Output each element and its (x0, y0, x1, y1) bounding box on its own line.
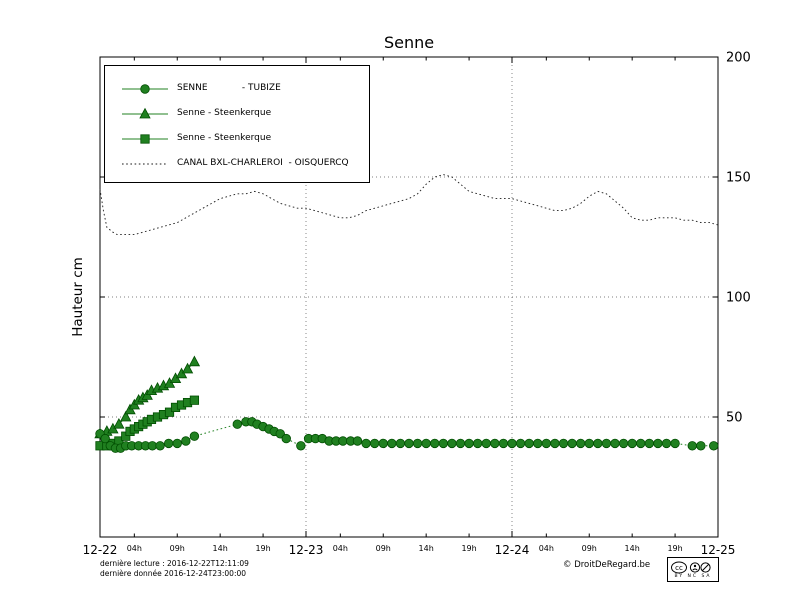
svg-text:19h: 19h (667, 544, 682, 553)
svg-text:04h: 04h (333, 544, 348, 553)
legend-item-steenkerque-2: Senne - Steenkerque (105, 125, 369, 150)
svg-text:12-25: 12-25 (701, 543, 736, 557)
y-axis-label: Hauteur cm (70, 257, 86, 337)
svg-text:150: 150 (726, 171, 751, 186)
legend-marker-square-icon (120, 131, 170, 145)
legend-marker-line-icon (120, 156, 170, 170)
footer-info: dernière lecture : 2016-12-22T12:11:09 d… (100, 559, 249, 579)
cc-license-text: BY NC SA (674, 573, 712, 579)
last-reading-text: dernière lecture : 2016-12-22T12:11:09 (100, 559, 249, 568)
svg-text:14h: 14h (625, 544, 640, 553)
legend-label: SENNE - TUBIZE (177, 82, 281, 93)
svg-text:09h: 09h (582, 544, 597, 553)
svg-text:12-22: 12-22 (83, 543, 118, 557)
cc-license-badge[interactable]: cc BY NC SA (667, 557, 719, 582)
svg-text:09h: 09h (376, 544, 391, 553)
copyright-text: © DroitDeRegard.be (563, 560, 651, 570)
legend-marker-circle-icon (120, 81, 170, 95)
chart-title: Senne (383, 33, 435, 52)
svg-text:14h: 14h (419, 544, 434, 553)
cc-icons: cc (671, 561, 711, 573)
legend-item-tubize: SENNE - TUBIZE (105, 75, 369, 100)
last-data-text: dernière donnée 2016-12-24T23:00:00 (100, 569, 247, 578)
svg-text:12-23: 12-23 (289, 543, 324, 557)
svg-text:200: 200 (726, 51, 751, 66)
svg-text:cc: cc (675, 564, 683, 572)
legend-marker-triangle-icon (120, 106, 170, 120)
svg-text:50: 50 (726, 411, 743, 426)
legend-item-canal: CANAL BXL-CHARLEROI - OISQUERCQ (105, 150, 369, 175)
svg-text:12-24: 12-24 (495, 543, 530, 557)
svg-text:09h: 09h (170, 544, 185, 553)
legend-label: CANAL BXL-CHARLEROI - OISQUERCQ (177, 157, 349, 168)
legend-label: Senne - Steenkerque (177, 107, 272, 118)
svg-text:14h: 14h (213, 544, 228, 553)
svg-text:04h: 04h (539, 544, 554, 553)
svg-text:100: 100 (726, 291, 751, 306)
svg-text:19h: 19h (461, 544, 476, 553)
legend-label: Senne - Steenkerque (177, 132, 272, 143)
svg-text:19h: 19h (255, 544, 270, 553)
legend-item-steenkerque-1: Senne - Steenkerque (105, 100, 369, 125)
legend: SENNE - TUBIZE Senne - Steenkerque Senne… (104, 65, 370, 183)
svg-text:04h: 04h (127, 544, 142, 553)
